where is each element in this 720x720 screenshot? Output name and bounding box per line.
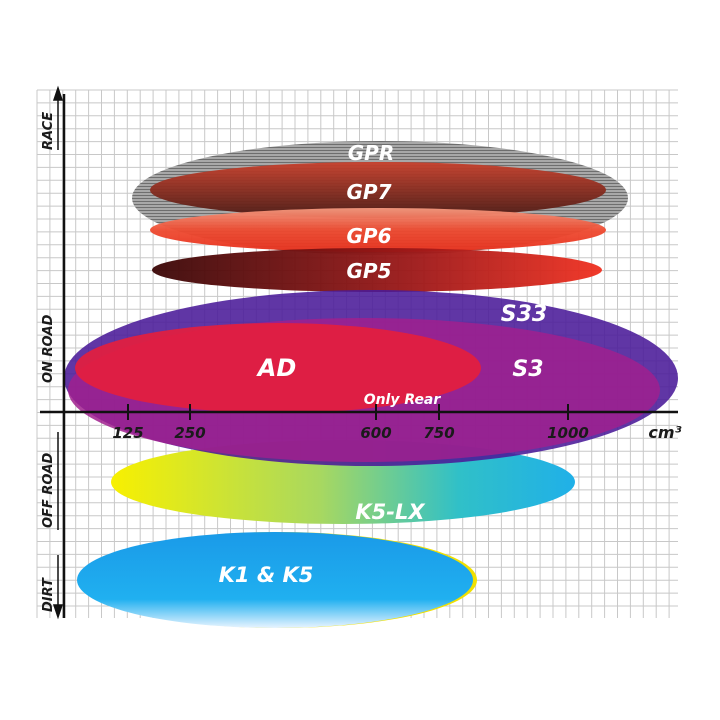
x-axis-unit: cm³ xyxy=(648,423,681,442)
label-k1k5: K1 & K5 xyxy=(219,563,314,587)
label-s33: S33 xyxy=(501,302,547,327)
x-tick-label: 750 xyxy=(423,424,454,442)
gp6-ellipse xyxy=(150,208,606,252)
y-label-off-road: OFF ROAD xyxy=(41,453,56,528)
label-k5lx: K5-LX xyxy=(355,500,426,524)
label-s3: S3 xyxy=(512,357,543,382)
x-tick-label: 1000 xyxy=(547,424,589,442)
x-tick-label: 250 xyxy=(174,424,205,442)
gp5-ellipse xyxy=(152,248,602,292)
ad-ellipse xyxy=(75,323,481,413)
label-gp6: GP6 xyxy=(347,224,392,248)
k1k5-ellipse xyxy=(77,532,473,628)
x-tick-label: 125 xyxy=(112,424,143,442)
label-gp5: GP5 xyxy=(347,259,392,283)
y-label-race: RACE xyxy=(41,112,56,150)
x-axis-ticks xyxy=(127,404,569,420)
y-axis-category-markers xyxy=(52,85,64,620)
label-only-rear: Only Rear xyxy=(364,392,442,408)
label-gpr: GPR xyxy=(348,141,394,165)
label-ad: AD xyxy=(256,354,297,382)
y-label-dirt: DIRT xyxy=(41,577,56,612)
label-gp7: GP7 xyxy=(347,180,392,204)
x-tick-label: 600 xyxy=(360,424,391,442)
gp7-ellipse xyxy=(150,162,606,218)
y-label-on-road: ON ROAD xyxy=(41,314,56,383)
